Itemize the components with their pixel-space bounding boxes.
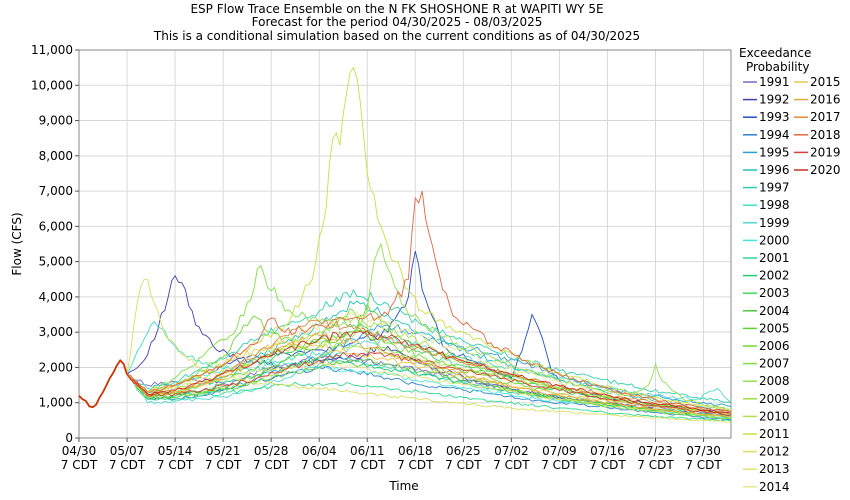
- x-tick-time: 7 CDT: [541, 458, 578, 472]
- y-tick-label: 4,000: [39, 290, 73, 304]
- x-tick-time: 7 CDT: [301, 458, 338, 472]
- x-tick-date: 07/09: [542, 444, 577, 458]
- legend-label-2012: 2012: [759, 445, 790, 459]
- y-tick-label: 1,000: [39, 396, 73, 410]
- legend-label-2009: 2009: [759, 392, 790, 406]
- observed-layer: [78, 358, 128, 409]
- x-tick-time: 7 CDT: [205, 458, 242, 472]
- legend-label-1993: 1993: [759, 110, 790, 124]
- series-line-2006: [126, 315, 731, 418]
- x-tick-time: 7 CDT: [589, 458, 626, 472]
- y-tick-label: 6,000: [39, 219, 73, 233]
- legend-label-2004: 2004: [759, 304, 790, 318]
- x-tick-date: 05/14: [158, 444, 193, 458]
- legend-label-2019: 2019: [810, 145, 841, 159]
- legend-label-2017: 2017: [810, 110, 841, 124]
- legend-label-2014: 2014: [759, 480, 790, 494]
- legend-label-2002: 2002: [759, 269, 790, 283]
- legend-label-2010: 2010: [759, 409, 790, 423]
- y-tick-label: 11,000: [31, 43, 73, 57]
- x-tick-time: 7 CDT: [445, 458, 482, 472]
- y-tick-label: 8,000: [39, 149, 73, 163]
- x-tick-time: 7 CDT: [349, 458, 386, 472]
- y-tick-label: 7,000: [39, 184, 73, 198]
- y-tick-label: 2,000: [39, 360, 73, 374]
- observed-line: [78, 358, 128, 409]
- legend-label-2003: 2003: [759, 286, 790, 300]
- x-tick-date: 06/04: [302, 444, 337, 458]
- series-line-2019: [126, 351, 732, 416]
- legend: 1991 1992 1993 1994 1995 1996 1997 1998 1999 2000…: [743, 75, 841, 494]
- x-tick-date: 05/07: [110, 444, 145, 458]
- legend-label-2016: 2016: [810, 93, 841, 107]
- x-tick-time: 7 CDT: [109, 458, 146, 472]
- legend-label-1998: 1998: [759, 198, 790, 212]
- legend-label-2006: 2006: [759, 339, 790, 353]
- x-tick-date: 06/11: [350, 444, 385, 458]
- y-axis-label: Flow (CFS): [10, 212, 24, 275]
- series-line-2018: [126, 190, 732, 413]
- y-tick-label: 10,000: [31, 78, 73, 92]
- x-tick-date: 05/21: [206, 444, 241, 458]
- plot-area: [78, 49, 732, 439]
- legend-title-line1: Exceedance: [739, 46, 811, 60]
- series-line-1997: [126, 288, 732, 404]
- series-line-2017: [126, 318, 732, 413]
- legend-label-2018: 2018: [810, 128, 841, 142]
- y-tick-label: 5,000: [39, 255, 73, 269]
- chart-subtitle: Forecast for the period 04/30/2025 - 08/…: [252, 15, 543, 29]
- series-line-2013: [126, 362, 732, 418]
- legend-label-1995: 1995: [759, 145, 790, 159]
- x-tick-date: 04/30: [62, 444, 97, 458]
- x-tick-date: 07/23: [638, 444, 673, 458]
- chart-subtitle-2: This is a conditional simulation based o…: [153, 29, 640, 43]
- legend-label-2020: 2020: [810, 163, 841, 177]
- legend-label-2013: 2013: [759, 462, 790, 476]
- series-line-2011: [126, 66, 732, 410]
- legend-title-line2: Probability: [746, 60, 809, 74]
- legend-label-1992: 1992: [759, 93, 790, 107]
- series-line-2020: [126, 329, 732, 414]
- x-tick-date: 06/25: [446, 444, 481, 458]
- series-line-2016: [126, 332, 732, 417]
- legend-label-2000: 2000: [759, 233, 790, 247]
- legend-label-2011: 2011: [759, 427, 790, 441]
- x-axis-label: Time: [388, 479, 418, 493]
- x-tick-time: 7 CDT: [253, 458, 290, 472]
- legend-label-2008: 2008: [759, 374, 790, 388]
- legend-label-1994: 1994: [759, 128, 790, 142]
- legend-label-2007: 2007: [759, 357, 790, 371]
- series-line-2001: [126, 374, 732, 422]
- y-axis-ticks: 0 1,000 2,000 3,000 4,000 5,000 6,000 7,000 8,00…: [31, 43, 79, 445]
- y-tick-label: 9,000: [39, 114, 73, 128]
- x-tick-date: 07/30: [686, 444, 721, 458]
- x-tick-time: 7 CDT: [397, 458, 434, 472]
- x-tick-date: 07/02: [494, 444, 529, 458]
- legend-label-2005: 2005: [759, 321, 790, 335]
- x-tick-time: 7 CDT: [61, 458, 98, 472]
- legend-label-1997: 1997: [759, 181, 790, 195]
- legend-label-1999: 1999: [759, 216, 790, 230]
- x-tick-time: 7 CDT: [157, 458, 194, 472]
- y-tick-label: 3,000: [39, 325, 73, 339]
- x-tick-date: 06/18: [398, 444, 433, 458]
- chart-title: ESP Flow Trace Ensemble on the N FK SHOS…: [190, 2, 603, 16]
- x-tick-time: 7 CDT: [493, 458, 530, 472]
- series-line-2014: [126, 311, 732, 411]
- legend-label-1991: 1991: [759, 75, 790, 89]
- legend-label-2015: 2015: [810, 75, 841, 89]
- legend-label-1996: 1996: [759, 163, 790, 177]
- x-tick-time: 7 CDT: [637, 458, 674, 472]
- y-tick-label: 0: [65, 431, 73, 445]
- series-line-2007: [126, 265, 732, 420]
- x-tick-date: 07/16: [590, 444, 625, 458]
- x-tick-time: 7 CDT: [685, 458, 722, 472]
- legend-label-2001: 2001: [759, 251, 790, 265]
- x-tick-date: 05/28: [254, 444, 289, 458]
- series-layer: [126, 66, 732, 423]
